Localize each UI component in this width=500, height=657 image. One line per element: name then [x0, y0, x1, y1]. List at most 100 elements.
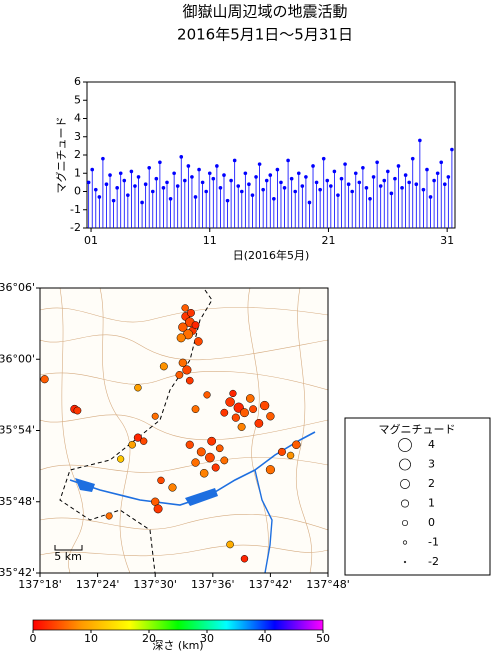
stem-marker [339, 176, 344, 181]
stem-marker [389, 191, 394, 196]
stem-marker [425, 167, 429, 172]
x-tick-label: 31 [440, 234, 454, 247]
stem-marker [428, 195, 433, 199]
stem-marker [168, 197, 173, 201]
epicenter [266, 412, 275, 421]
x-tick-label: 01 [84, 234, 98, 247]
epicenter [151, 412, 159, 420]
stem-marker [86, 180, 91, 185]
x-axis-label: 日(2016年5月) [233, 248, 310, 262]
stem-marker [264, 178, 269, 183]
epicenter [220, 456, 229, 465]
stem-marker [111, 198, 116, 203]
stem-marker [211, 176, 216, 181]
x-tick-label: 21 [321, 234, 335, 247]
y-tick-label: 36°06' [0, 281, 35, 294]
stem-marker [115, 186, 119, 190]
epicenter [40, 375, 49, 384]
epicenter [240, 555, 249, 563]
stem-marker [432, 178, 436, 183]
stem-marker [257, 162, 262, 166]
epicenter [259, 400, 270, 411]
y-tick-label: 35°42' [0, 566, 35, 579]
epicenter [207, 436, 217, 446]
epicenter [134, 384, 142, 392]
legend-symbol [403, 560, 407, 564]
stem-marker [161, 186, 166, 190]
map-base [40, 288, 328, 573]
stem-marker [225, 198, 230, 203]
stem-marker [403, 173, 408, 177]
y-tick-label: 6 [74, 75, 81, 88]
x-tick-label: 137°42' [249, 578, 293, 591]
y-tick-label: 35°48' [0, 495, 35, 508]
legend-symbol [401, 499, 410, 508]
stem-marker [361, 165, 365, 170]
colorbar [32, 619, 324, 631]
stem-marker [343, 162, 347, 166]
lake [75, 478, 95, 492]
legend-symbol [402, 540, 408, 545]
epicenter [205, 452, 215, 463]
stem-marker [371, 175, 376, 179]
stem-marker [193, 195, 198, 199]
epicenter [254, 419, 264, 428]
stem-marker [179, 155, 184, 159]
epicenter [159, 362, 168, 371]
y-tick-label: 0 [74, 185, 81, 198]
stem-marker [396, 164, 401, 168]
stem-marker [418, 138, 422, 143]
epicenter [225, 397, 235, 407]
epicenter [175, 371, 184, 379]
stem-marker [197, 167, 201, 172]
stem-marker [446, 175, 451, 179]
stem-marker [364, 186, 369, 190]
stem-marker [375, 160, 379, 165]
stem-marker [442, 182, 447, 186]
chart-title: 御嶽山周辺域の地震活動 [182, 3, 347, 21]
y-tick-label: 3 [74, 130, 81, 143]
stem-marker [104, 182, 109, 186]
stem-marker [190, 175, 194, 179]
y-axis-label: マグニチュード [54, 117, 68, 194]
epicenter [196, 447, 206, 457]
stem-marker [400, 186, 404, 190]
river [69, 431, 316, 506]
stem-marker [311, 164, 315, 168]
stem-marker [93, 187, 98, 192]
stem-marker [150, 189, 155, 194]
stem-marker [232, 158, 237, 163]
x-tick-label: 137°30' [133, 578, 177, 591]
stem-marker [236, 184, 241, 188]
stem-marker [261, 187, 265, 192]
stem-marker [321, 156, 326, 161]
epicenter [185, 376, 194, 385]
stem-marker [357, 180, 362, 185]
epicenter [220, 408, 229, 417]
stem-marker [300, 184, 305, 188]
epicenter [286, 451, 295, 460]
stem-marker [172, 171, 176, 176]
legend-symbol [401, 519, 409, 527]
lake [185, 488, 218, 506]
stem-marker [186, 164, 191, 168]
colorbar-tick-label: 0 [30, 632, 37, 645]
epicenter [231, 413, 240, 422]
stem-marker [435, 171, 440, 176]
stem-marker [175, 184, 180, 188]
stem-marker [136, 175, 141, 179]
stem-marker [122, 178, 127, 183]
colorbar-label: 深さ (km) [152, 639, 203, 652]
stem-marker [336, 193, 340, 197]
legend-box [344, 417, 491, 576]
stem-marker [293, 189, 298, 194]
epicenter [237, 422, 246, 431]
stem-marker [154, 176, 159, 181]
x-tick-label: 11 [203, 234, 217, 247]
stem-marker [118, 171, 123, 176]
epicenter [139, 437, 148, 445]
epicenter [203, 391, 211, 399]
epicenter [191, 321, 200, 329]
stem-marker [204, 189, 208, 194]
stem-marker [207, 171, 212, 176]
